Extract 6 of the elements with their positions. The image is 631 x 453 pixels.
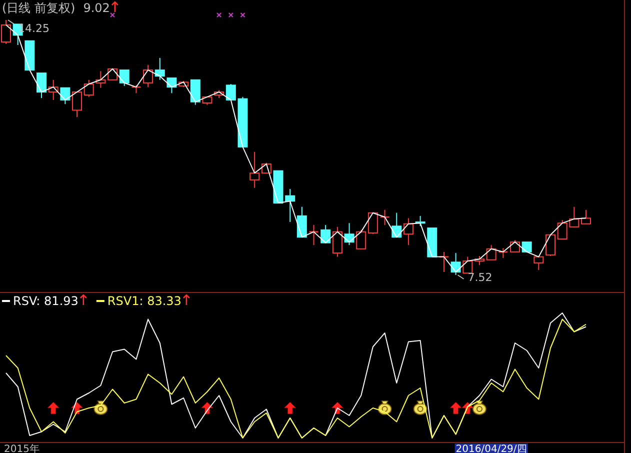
legend-label: RSV: 81.93 <box>13 294 78 308</box>
chart-title: (日线 前复权) <box>2 1 76 15</box>
legend-label: RSV1: 83.33 <box>107 294 182 308</box>
text: 9.02 <box>83 1 110 15</box>
text: 2015年 <box>4 443 40 453</box>
annotation: 7.52 <box>468 271 492 284</box>
